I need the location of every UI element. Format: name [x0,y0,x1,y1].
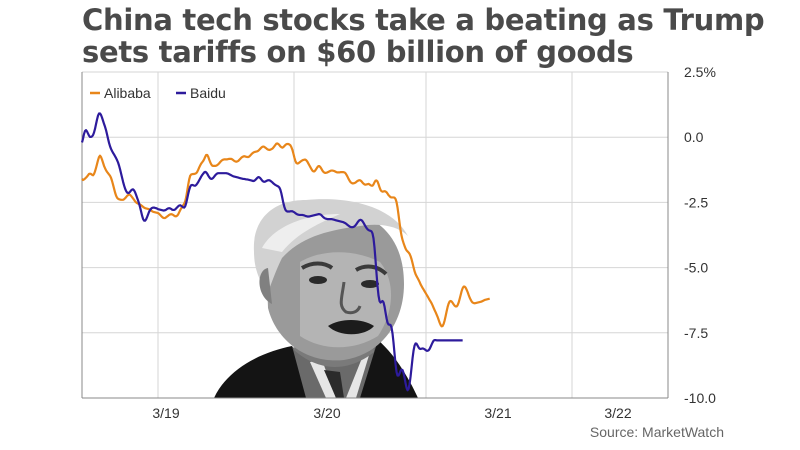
y-tick-label: 2.5% [684,64,716,80]
x-tick-label: 3/19 [152,405,179,421]
legend-label-baidu: Baidu [190,85,226,101]
legend: Alibaba Baidu [90,85,226,101]
trump-photo-icon [214,199,418,398]
source-note: Source: MarketWatch [589,424,724,440]
y-tick-label: 0.0 [684,129,704,145]
y-tick-label: -7.5 [684,325,708,341]
axes [81,72,669,399]
y-tick-label: -5.0 [684,260,708,276]
tick-labels: 2.5% 0.0 -2.5 -5.0 -7.5 -10.0 3/19 3/20 3/21 3/22 [152,64,716,421]
x-tick-label: 3/20 [313,405,340,421]
chart-title: China tech stocks take a beating as Trum… [82,3,765,69]
series-line-baidu [80,112,463,392]
x-tick-label: 3/22 [604,405,631,421]
y-tick-label: -2.5 [684,194,708,210]
x-tick-label: 3/21 [484,405,511,421]
series-lines [80,112,490,392]
legend-label-alibaba: Alibaba [104,85,151,101]
y-tick-label: -10.0 [684,390,716,406]
